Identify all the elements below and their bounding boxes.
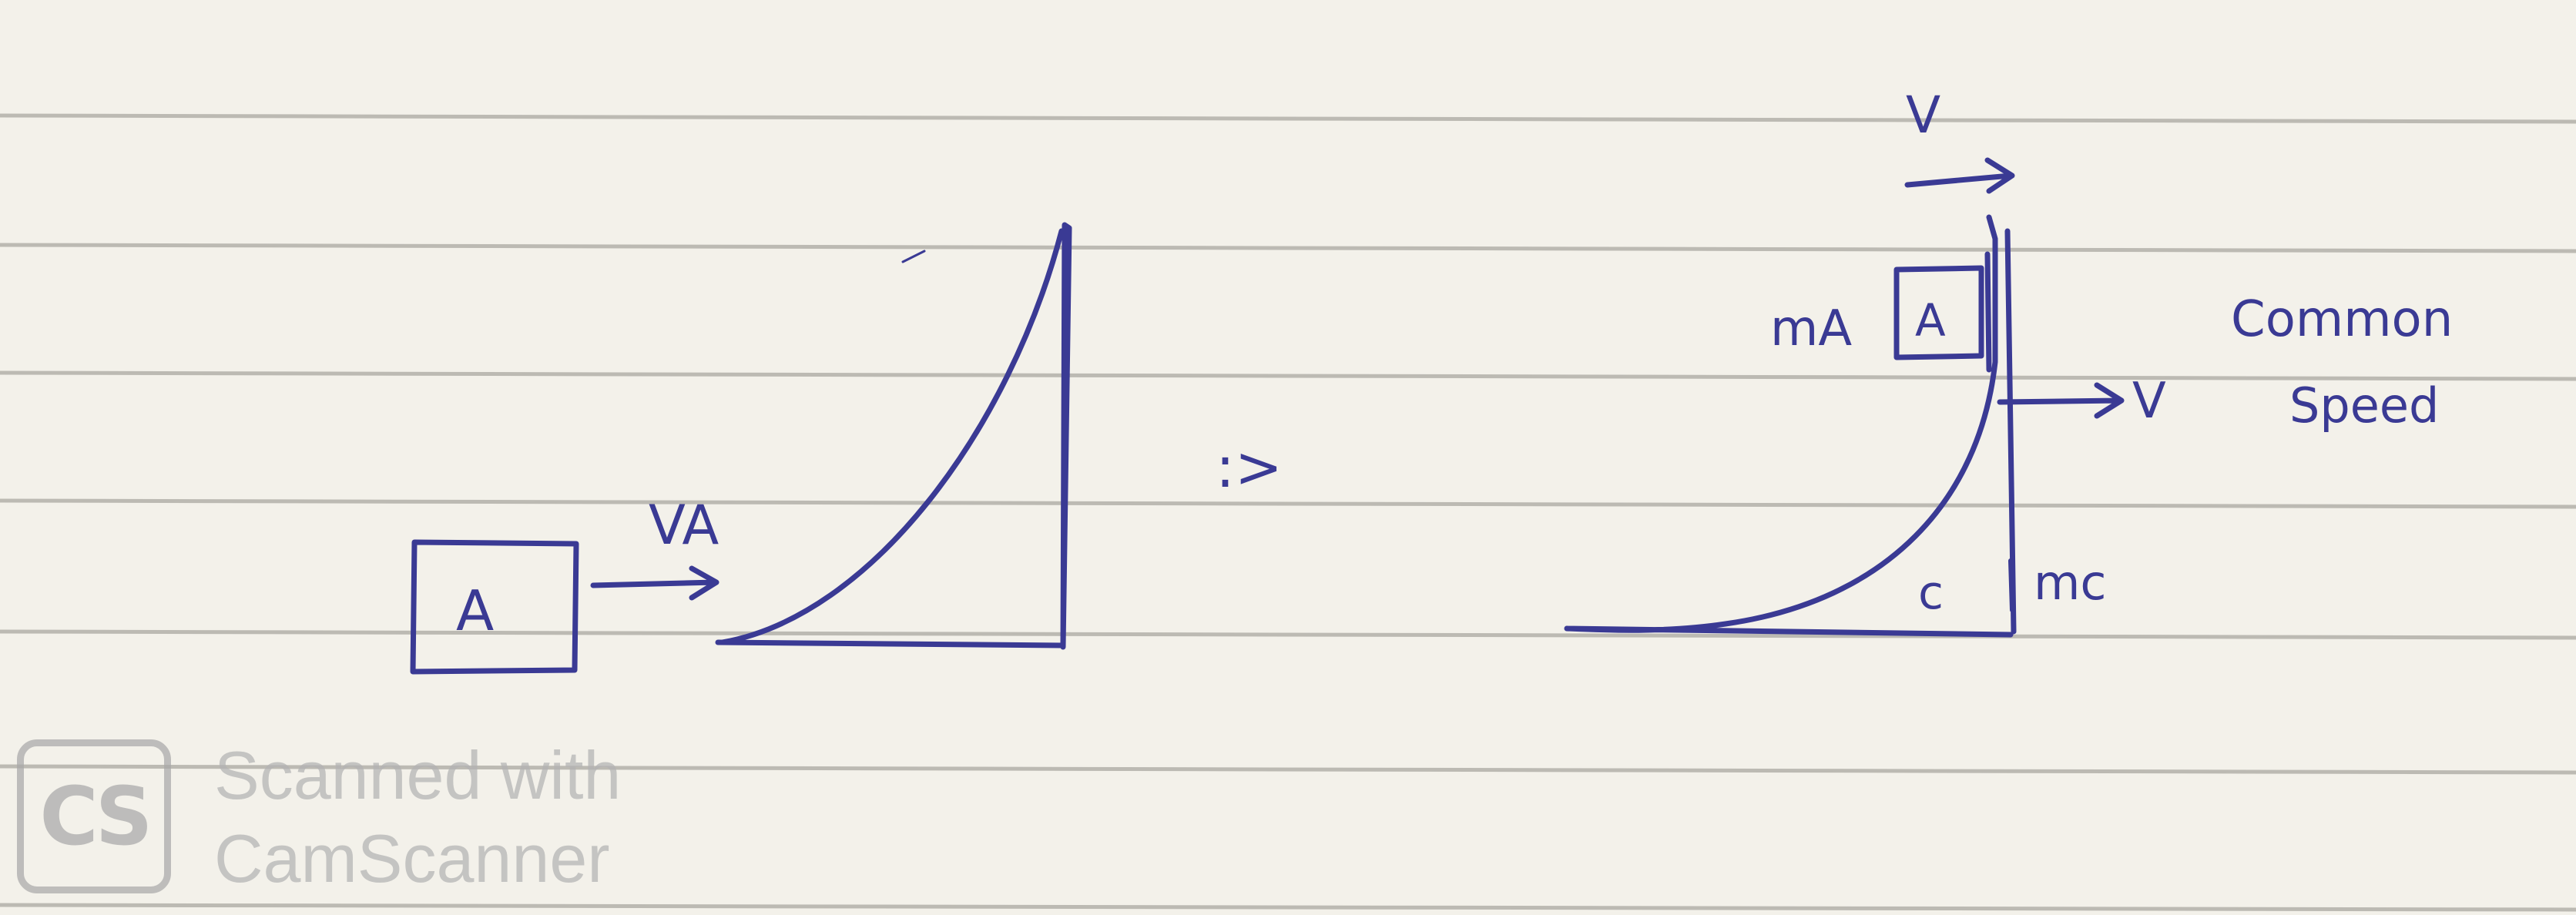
watermark-line2: CamScanner (214, 820, 610, 897)
camscanner-watermark: CS Scanned with CamScanner (15, 736, 662, 905)
implies-symbol: :> (1216, 434, 1283, 501)
curved-wedge-left (715, 222, 1072, 650)
common-velocity-arrow (1997, 382, 2125, 419)
watermark-line1: Scanned with (214, 737, 622, 813)
ruled-lines (0, 113, 2576, 912)
common-speed-text-line2: Speed (2289, 377, 2439, 434)
camscanner-logo-icon: CS (17, 739, 171, 893)
top-velocity-label: V (1906, 85, 1940, 145)
wedge-c-label: c (1918, 566, 1944, 620)
common-velocity-label: V (2132, 373, 2166, 430)
ruled-line (0, 370, 2576, 381)
wedge-c-divider (2008, 558, 2014, 612)
mass-a-label: mA (1770, 300, 1852, 357)
velocity-arrow-left (590, 565, 719, 601)
mass-c-label: mc (2034, 555, 2106, 611)
ruled-line (0, 764, 2576, 775)
block-a-left (410, 539, 579, 675)
ruled-line (0, 629, 2576, 640)
ruled-line (0, 903, 2576, 912)
ruled-line (0, 243, 2576, 253)
block-a-right-label: A (1915, 294, 1946, 347)
common-speed-text-line1: Common (2231, 291, 2453, 348)
left-diagram: A VA (410, 222, 1072, 675)
curved-wedge-right (1564, 214, 2017, 638)
right-diagram: V A mA c mc V Common Speed (1564, 85, 2453, 638)
ruled-line (0, 498, 2576, 509)
pen-mark (901, 250, 926, 263)
ruled-line (0, 113, 2576, 124)
velocity-label-va: VA (649, 494, 719, 557)
top-velocity-arrow (1904, 157, 2015, 194)
block-a-left-label: A (456, 578, 494, 643)
block-a-right (1893, 265, 1984, 360)
